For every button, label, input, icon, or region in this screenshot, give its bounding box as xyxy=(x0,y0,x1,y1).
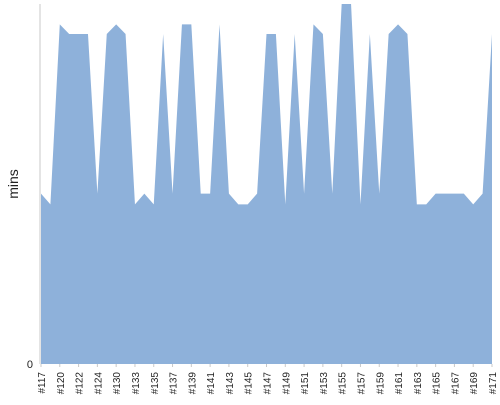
x-tick-label: #151 xyxy=(300,372,311,395)
x-tick-label: #135 xyxy=(150,372,161,395)
y-ticks: 0 xyxy=(27,359,33,371)
x-tick-label: #145 xyxy=(244,372,255,395)
x-tick-label: #147 xyxy=(263,372,274,395)
x-tick-label: #122 xyxy=(75,372,86,395)
x-tick-label: #124 xyxy=(93,372,104,395)
series-area xyxy=(41,4,492,364)
x-tick-label: #171 xyxy=(488,372,499,395)
y-axis-label: mins xyxy=(5,169,21,199)
x-tick-label: #137 xyxy=(169,372,180,395)
x-tick-label: #141 xyxy=(206,372,217,395)
x-tick-label: #165 xyxy=(432,372,443,395)
x-tick-label: #130 xyxy=(112,372,123,395)
x-tick-label: #161 xyxy=(394,372,405,395)
x-ticks: #117 #120 #122 #124 #130 #133 #135 #137 #139 #141… xyxy=(37,364,499,394)
x-tick-label: #139 xyxy=(187,372,198,395)
x-tick-label: #117 xyxy=(37,372,48,394)
x-tick-label: #155 xyxy=(338,372,349,395)
y-tick-label: 0 xyxy=(27,359,33,371)
x-tick-label: #143 xyxy=(225,372,236,395)
x-tick-label: #157 xyxy=(356,372,367,395)
x-tick-label: #153 xyxy=(319,372,330,395)
x-tick-label: #120 xyxy=(56,372,67,395)
x-tick-label: #169 xyxy=(469,372,480,395)
x-tick-label: #163 xyxy=(413,372,424,395)
x-tick-label: #167 xyxy=(450,372,461,395)
plot-area xyxy=(41,4,492,364)
x-tick-label: #133 xyxy=(131,372,142,395)
x-tick-label: #159 xyxy=(375,372,386,395)
x-tick-label: #149 xyxy=(281,372,292,395)
